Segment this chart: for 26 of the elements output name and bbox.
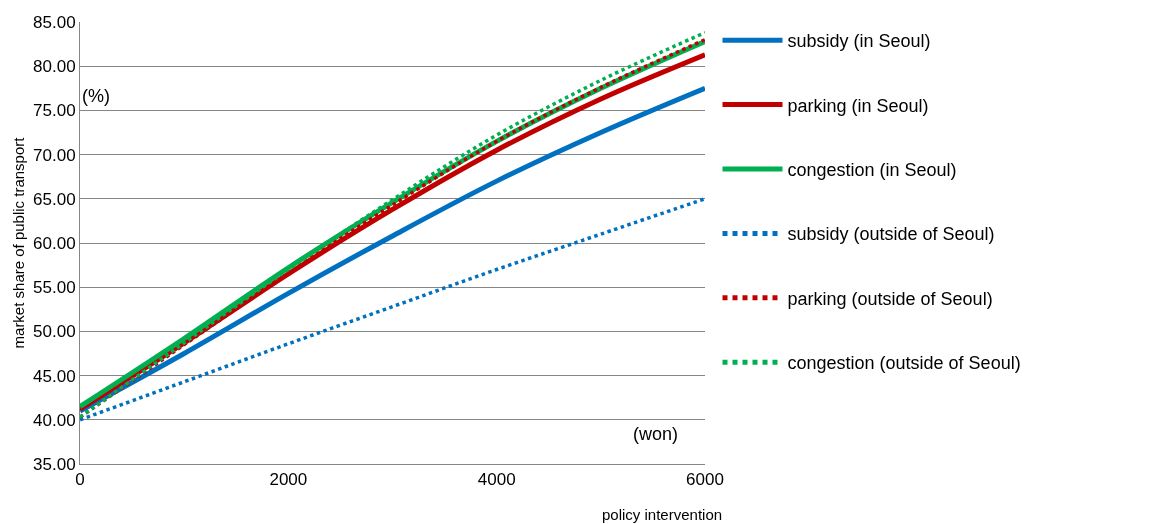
- annotation: (won): [633, 424, 679, 444]
- y-tick-label: 70.00: [33, 145, 76, 165]
- y-tick-label: 75.00: [33, 101, 76, 121]
- x-tick-label: 2000: [269, 470, 308, 490]
- legend-label: congestion (in Seoul): [787, 160, 957, 181]
- y-tick-label: 65.00: [33, 189, 76, 209]
- legend-label: parking (in Seoul): [787, 95, 929, 116]
- y-tick-label: 80.00: [33, 57, 76, 77]
- x-tick-label: 4000: [477, 470, 516, 490]
- annotation: (%): [82, 86, 110, 106]
- x-axis-title: policy intervention: [602, 506, 723, 523]
- legend-label: congestion (outside of Seoul): [787, 353, 1021, 374]
- y-tick-label: 45.00: [33, 366, 76, 386]
- y-tick-label: 35.00: [33, 454, 76, 474]
- y-tick-label: 50.00: [33, 322, 76, 342]
- y-tick-label: 55.00: [33, 278, 76, 298]
- y-axis-title: market share of public transport: [10, 136, 28, 349]
- line-series: [80, 197, 705, 422]
- y-tick-label: 40.00: [33, 410, 76, 430]
- legend-label: subsidy (in Seoul): [787, 31, 931, 52]
- y-tick-label: 60.00: [33, 233, 76, 253]
- legend-label: parking (outside of Seoul): [787, 288, 993, 309]
- x-tick-label: 6000: [686, 470, 724, 490]
- x-tick-label: 0: [75, 470, 85, 490]
- y-tick-label: 85.00: [33, 12, 76, 32]
- legend-label: subsidy (outside of Seoul): [787, 224, 995, 245]
